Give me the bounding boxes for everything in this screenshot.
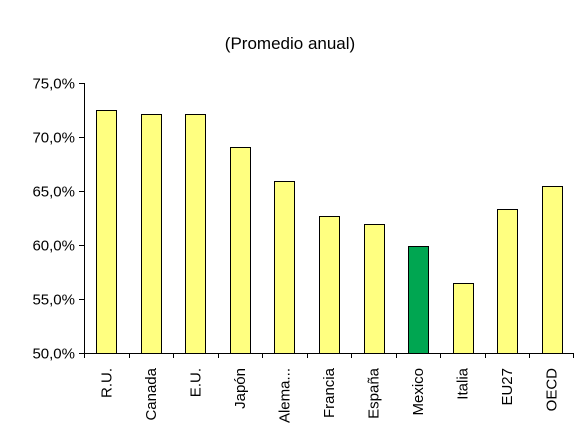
- y-tick-label: 50,0%: [32, 346, 75, 363]
- y-axis: 50,0% 55,0% 60,0% 65,0% 70,0% 75,0%: [32, 76, 85, 363]
- x-tick-label: Alema...: [276, 368, 293, 423]
- y-tick-label: 55,0%: [32, 292, 75, 309]
- chart-subtitle: (Promedio anual): [225, 34, 355, 53]
- y-tick-label: 65,0%: [32, 184, 75, 201]
- y-tick-label: 60,0%: [32, 238, 75, 255]
- x-tick-label: OECD: [544, 368, 561, 412]
- x-tick-label: Japón: [232, 368, 249, 409]
- x-tick-label: Francia: [321, 367, 338, 418]
- x-tick-label: E.U.: [187, 368, 204, 397]
- bar-jap-n: [230, 147, 251, 354]
- bar-espa-a: [364, 224, 385, 354]
- bar-italia: [453, 283, 474, 354]
- x-tick-label: EU27: [499, 368, 516, 406]
- bar-oecd: [542, 186, 563, 354]
- bar-e-u: [185, 114, 206, 354]
- bar-eu27: [497, 209, 518, 354]
- bar-series: [96, 110, 563, 354]
- x-tick-label: Italia: [455, 367, 472, 399]
- bar-alema: [274, 181, 295, 354]
- x-tick-label: Mexico: [410, 368, 427, 416]
- x-tick-label: Canada: [143, 367, 160, 420]
- x-tick-label: España: [366, 367, 383, 419]
- x-tick-label: R.U.: [98, 368, 115, 398]
- y-tick-label: 70,0%: [32, 130, 75, 147]
- bar-canada: [141, 114, 162, 354]
- x-axis: R.U. Canada E.U. Japón Alema... Francia España…: [84, 353, 574, 423]
- bar-r-u: [96, 110, 117, 354]
- bar-francia: [319, 216, 340, 354]
- y-tick-label: 75,0%: [32, 76, 75, 93]
- bar-mexico: [408, 246, 429, 354]
